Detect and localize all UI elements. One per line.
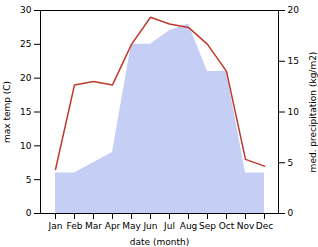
svg-text:Feb: Feb (67, 221, 83, 231)
svg-text:date (month): date (month) (130, 237, 189, 247)
svg-text:5: 5 (26, 175, 32, 185)
svg-text:May: May (122, 221, 141, 231)
svg-text:Jan: Jan (48, 221, 63, 231)
svg-text:25: 25 (20, 39, 31, 49)
svg-text:med. precipitation (kg/m2): med. precipitation (kg/m2) (308, 52, 318, 173)
svg-text:20: 20 (288, 5, 300, 15)
svg-text:30: 30 (20, 5, 32, 15)
svg-text:15: 15 (288, 56, 299, 66)
svg-text:15: 15 (20, 107, 31, 117)
svg-text:5: 5 (288, 158, 294, 168)
svg-text:Nov: Nov (237, 221, 255, 231)
svg-text:max temp (C): max temp (C) (2, 81, 12, 143)
svg-text:Mar: Mar (85, 221, 102, 231)
svg-text:20: 20 (20, 73, 32, 83)
svg-text:Jun: Jun (142, 221, 157, 231)
svg-text:Sep: Sep (199, 221, 216, 231)
svg-text:Aug: Aug (180, 221, 198, 231)
svg-text:0: 0 (26, 208, 32, 218)
svg-text:0: 0 (288, 208, 294, 218)
svg-text:Apr: Apr (105, 221, 121, 231)
svg-text:10: 10 (288, 107, 300, 117)
svg-text:10: 10 (20, 141, 32, 151)
svg-text:Oct: Oct (219, 221, 235, 231)
svg-text:Dec: Dec (256, 221, 273, 231)
svg-text:Jul: Jul (163, 221, 175, 231)
